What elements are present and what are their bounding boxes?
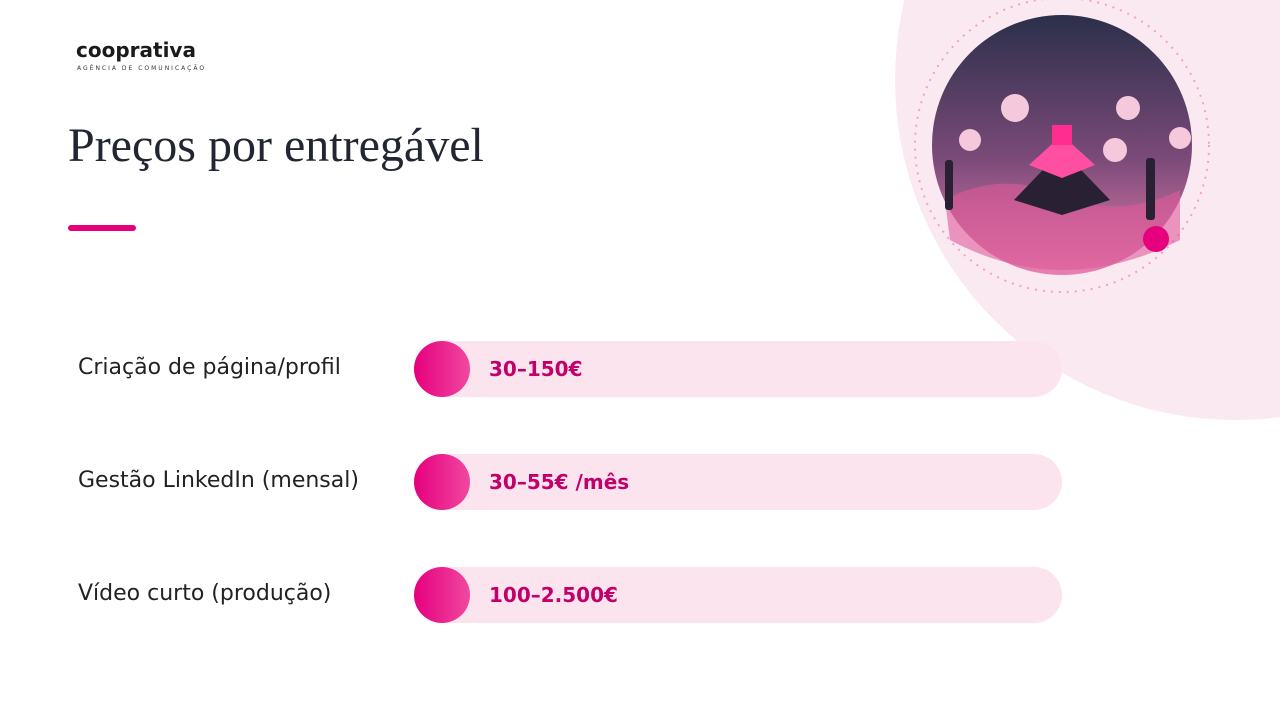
icon [1116,96,1140,120]
bar-fill [414,341,470,397]
layer [1029,135,1095,178]
price-row: Gestão LinkedIn (mensal) 30–55€ /mês [0,454,1280,510]
bar-track [414,341,1062,397]
icon [1001,94,1029,122]
icon [1103,138,1127,162]
dotted-ring [914,0,1210,293]
person [945,160,953,210]
title: Preços por entregável [68,119,484,172]
bar-track [414,454,1062,510]
person [1146,158,1155,220]
price-row: Criação de página/profil 30–150€ [0,341,1280,397]
title-accent [68,225,136,231]
accent-dot [1143,226,1169,252]
price-row: Vídeo curto (produção) 100–2.500€ [0,567,1280,623]
icon [1169,127,1191,149]
bar-track [414,567,1062,623]
row-label: Gestão LinkedIn (mensal) [78,468,359,493]
hills [945,183,1180,270]
price: 30–150€ [489,357,583,381]
row-label: Criação de página/profil [78,355,341,380]
logo: cooprativa [76,38,196,62]
cube [1052,125,1072,145]
bar-fill [414,454,470,510]
icon [959,129,981,151]
bar-fill [414,567,470,623]
row-label: Vídeo curto (produção) [78,581,332,606]
price: 100–2.500€ [489,583,618,607]
logo-tagline: AGÊNCIA DE COMUNICAÇÃO [77,65,207,72]
platform [1014,150,1110,215]
price: 30–55€ /mês [489,470,630,494]
illustration [914,0,1210,293]
